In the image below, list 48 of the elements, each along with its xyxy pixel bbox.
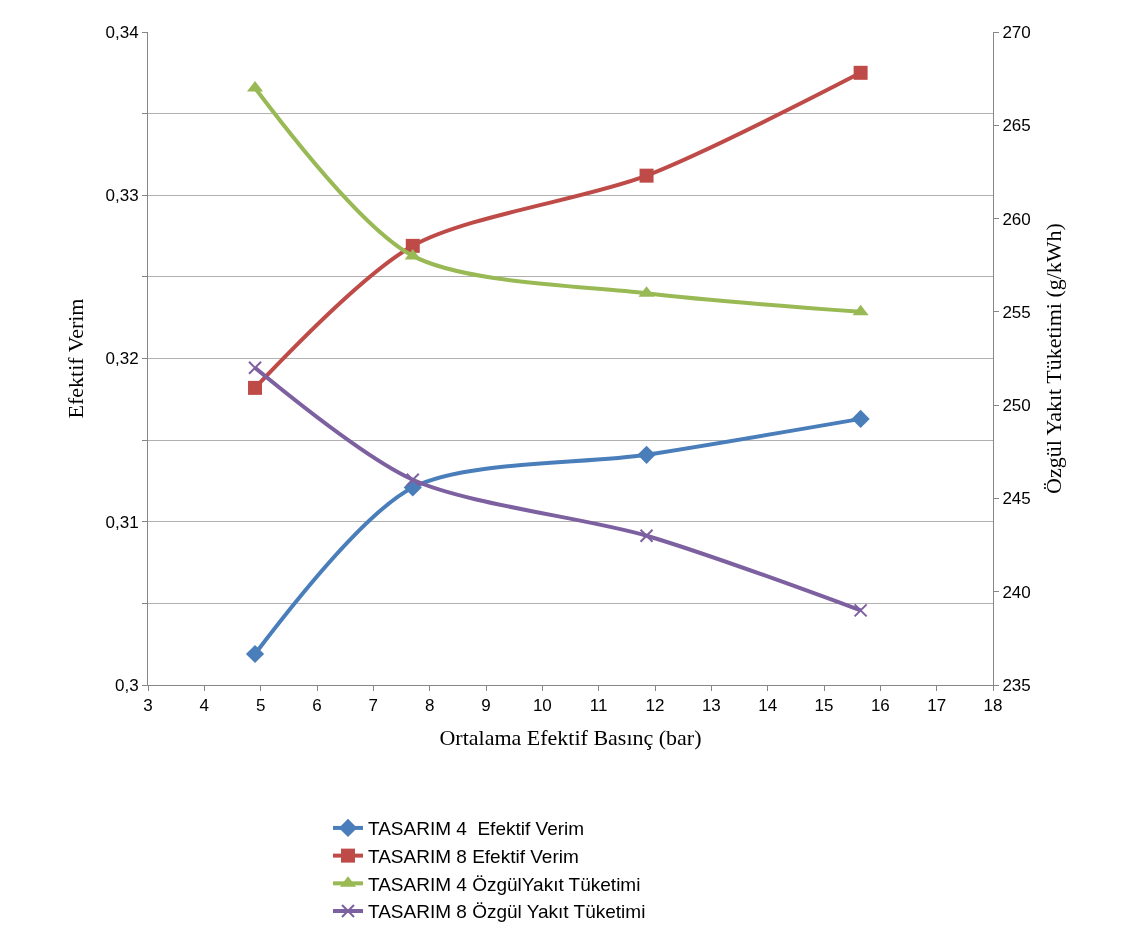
x-tick-label: 15 [814, 696, 834, 716]
y2-tick-label: 270 [1002, 22, 1031, 42]
x-tick-label: 16 [870, 696, 890, 716]
x-tick-label: 5 [255, 696, 266, 716]
x-tick-label: 9 [481, 696, 491, 716]
y-tick-label: 0,33 [105, 186, 139, 206]
point [851, 409, 870, 428]
y2-tick-label: 250 [1002, 396, 1031, 416]
y2-tick-label: 265 [1002, 116, 1031, 136]
y2-tick-label: 245 [1002, 489, 1031, 509]
x-tick-label: 7 [368, 696, 379, 716]
y-tick-label: 0,31 [105, 512, 139, 532]
point [639, 168, 654, 183]
legend-label: TASARIM 4 ÖzgülYakıt Tüketimi [368, 873, 641, 895]
point [853, 65, 868, 80]
x-axis-title: Ortalama Efektif Basınç (bar) [439, 725, 702, 751]
y2-tick-label: 240 [1002, 582, 1031, 602]
x-tick-label: 11 [589, 696, 608, 716]
point [405, 472, 420, 487]
point [853, 603, 868, 618]
legend-label: TASARIM 8 Efektif Verim [368, 846, 579, 868]
x-tick-label: 18 [983, 696, 1003, 716]
x-tick-label: 10 [532, 696, 552, 716]
y2-tick-label: 255 [1002, 302, 1031, 322]
point [637, 445, 656, 464]
point [852, 304, 869, 316]
x-tick-label: 4 [199, 696, 210, 716]
x-tick-label: 6 [312, 696, 322, 716]
y-tick-label: 0,32 [105, 349, 139, 369]
point [404, 248, 421, 260]
y-tick-label: 0,3 [114, 675, 139, 695]
x-tick-label: 13 [701, 696, 721, 716]
point [248, 380, 263, 395]
y-axis-title: Efektif Verim [63, 298, 89, 419]
y2-tick-label: 235 [1002, 675, 1031, 695]
legend-label: TASARIM 8 Özgül Yakıt Tüketimi [368, 901, 646, 923]
x-tick-label: 3 [143, 696, 153, 716]
x-tick-label: 17 [927, 696, 947, 716]
y2-tick-label: 260 [1002, 209, 1031, 229]
point [248, 360, 263, 375]
point [639, 528, 654, 543]
point [245, 644, 265, 664]
y2-axis-title: Özgül Yakıt Tüketimi (g/kWh) [1040, 223, 1066, 494]
x-tick-label: 14 [758, 696, 778, 716]
x-tick-label: 8 [424, 696, 435, 716]
y-tick-label: 0,34 [105, 22, 139, 42]
x-tick-label: 12 [645, 696, 665, 716]
legend-label: TASARIM 4 Efektif Verim [368, 818, 585, 840]
